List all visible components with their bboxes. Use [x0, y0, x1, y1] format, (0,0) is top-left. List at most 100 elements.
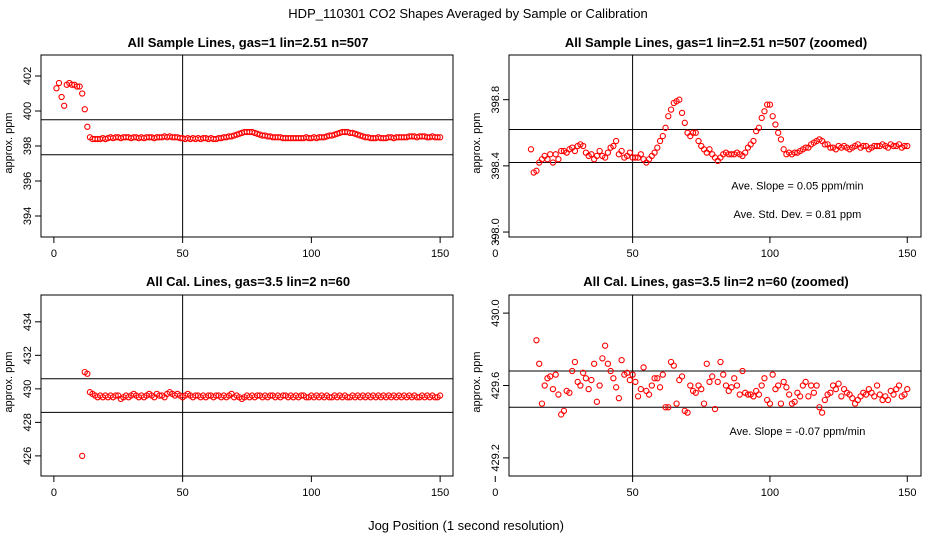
panel-4-point: [794, 389, 801, 396]
panel-2-xtick-label: 100: [761, 248, 779, 260]
panel-2-point: [780, 146, 787, 153]
panel-2-point: [758, 114, 765, 122]
panel-1-xtick-label: 150: [431, 248, 449, 260]
panel-3-point: [436, 392, 444, 399]
panel-4-point: [585, 385, 592, 393]
panel-4-point: [538, 400, 546, 407]
panel-4-point: [549, 385, 557, 393]
panel-4-point: [637, 385, 644, 393]
panel-4-point: [871, 393, 878, 400]
panel-4-xtick-label: 150: [898, 487, 916, 499]
panel-1-plot: 0 50 100 150 394 396 398 400 402: [22, 54, 454, 260]
panel-2-point: [873, 142, 881, 150]
panel-2-annotation: Ave. Slope = 0.05 ppm/min: [731, 181, 863, 193]
panel-1-point: [434, 134, 441, 141]
panel-4-point: [753, 387, 760, 395]
panel-4-point: [783, 384, 790, 391]
panel-4-point: [893, 385, 900, 393]
panel-4-point: [612, 384, 620, 391]
panel-1-ytick-label: 394: [22, 207, 34, 225]
panel-2-title: All Sample Lines, gas=1 lin=2.51 n=507 (…: [565, 35, 867, 50]
panel-1-xtick-label: 0: [51, 248, 57, 260]
panel-2-point: [667, 106, 675, 113]
panel-1-point: [84, 123, 91, 130]
panel-4-point: [555, 391, 562, 398]
panel-2-point: [692, 129, 699, 136]
panel-2-point: [549, 159, 557, 166]
panel-4-point: [879, 396, 886, 404]
panel-4-point: [596, 382, 603, 389]
panel-2-point: [612, 137, 620, 145]
panel-4-point: [766, 400, 774, 407]
panel-1: All Sample Lines, gas=1 lin=2.51 n=507 a…: [3, 35, 454, 260]
panel-2-point: [651, 149, 658, 156]
panel-2-point: [681, 119, 688, 126]
panel-4-point: [623, 369, 631, 376]
panel-2-point: [764, 101, 771, 108]
panel-4-xtick-label: 0: [492, 487, 498, 499]
panel-4-point: [618, 357, 625, 364]
panel-4-point: [720, 371, 727, 378]
panel-1-point: [61, 102, 68, 109]
panel-4-point: [640, 364, 647, 371]
panel-2-point: [676, 96, 683, 103]
panel-4-point: [577, 382, 584, 389]
panel-4-point: [761, 375, 768, 382]
panel-4-point: [832, 385, 840, 393]
panel-2-point: [821, 141, 829, 148]
panel-2-point: [656, 137, 664, 145]
panel-2-point: [750, 137, 757, 145]
panel-4-point: [851, 400, 859, 407]
panel-2-point: [580, 142, 587, 150]
panel-4-point: [547, 373, 554, 380]
panel-4-point: [580, 369, 587, 376]
panel-4-point: [610, 375, 617, 382]
panel-2-xtick-label: 50: [626, 248, 638, 260]
panel-4-point: [769, 371, 776, 378]
panel-2-point: [742, 149, 749, 156]
panel-2-frame: [508, 54, 922, 238]
panel-2-point: [791, 149, 798, 156]
panel-1-title: All Sample Lines, gas=1 lin=2.51 n=507: [128, 35, 369, 50]
panel-4-point: [599, 355, 606, 362]
panel-2-point: [695, 137, 702, 145]
panel-4-point: [807, 382, 815, 389]
panel-4-point: [755, 391, 763, 398]
panel-4-point: [574, 378, 581, 386]
panel-4-point: [854, 396, 861, 404]
panel-4-xtick-label: 100: [761, 487, 779, 499]
panel-3-ytick-label: 430: [22, 380, 34, 398]
panel-4-point: [758, 382, 765, 389]
panel-4-point: [890, 391, 897, 398]
panel-2-point: [890, 142, 897, 150]
panel-2-point: [632, 154, 639, 161]
panel-4-point: [698, 385, 705, 393]
panel-2-point: [547, 151, 554, 158]
panel-2-point: [637, 151, 644, 158]
panel-4-ytick-label: 429.6: [490, 372, 502, 400]
panel-1-point: [76, 83, 83, 90]
panel-4-point: [777, 400, 785, 407]
panel-2-ytick-label: 398.8: [490, 86, 502, 114]
panel-4-point: [673, 400, 680, 407]
panel-4-point: [799, 382, 807, 389]
panel-4-point: [775, 382, 782, 389]
panel-4-ytick-label: 430.0: [490, 299, 502, 327]
panel-4-point: [865, 385, 872, 393]
panel-2-point: [558, 147, 565, 155]
panel-4-point: [634, 393, 642, 400]
panel-2-point: [654, 144, 661, 151]
panel-4-point: [700, 400, 708, 407]
panel-4-ylabel: approx. ppm: [471, 351, 483, 412]
panel-4-point: [904, 385, 911, 393]
panel-4-point: [651, 375, 658, 382]
panel-1-point: [81, 106, 88, 113]
panel-4-point: [873, 382, 881, 389]
panel-1-point: [73, 83, 81, 90]
panel-2-point: [533, 167, 540, 174]
panel-4-point: [558, 411, 565, 418]
panel-2-point: [728, 151, 735, 158]
panel-2-point: [678, 109, 686, 117]
panel-2-xtick-label: 150: [898, 248, 916, 260]
panel-3-xtick-label: 100: [302, 487, 320, 499]
